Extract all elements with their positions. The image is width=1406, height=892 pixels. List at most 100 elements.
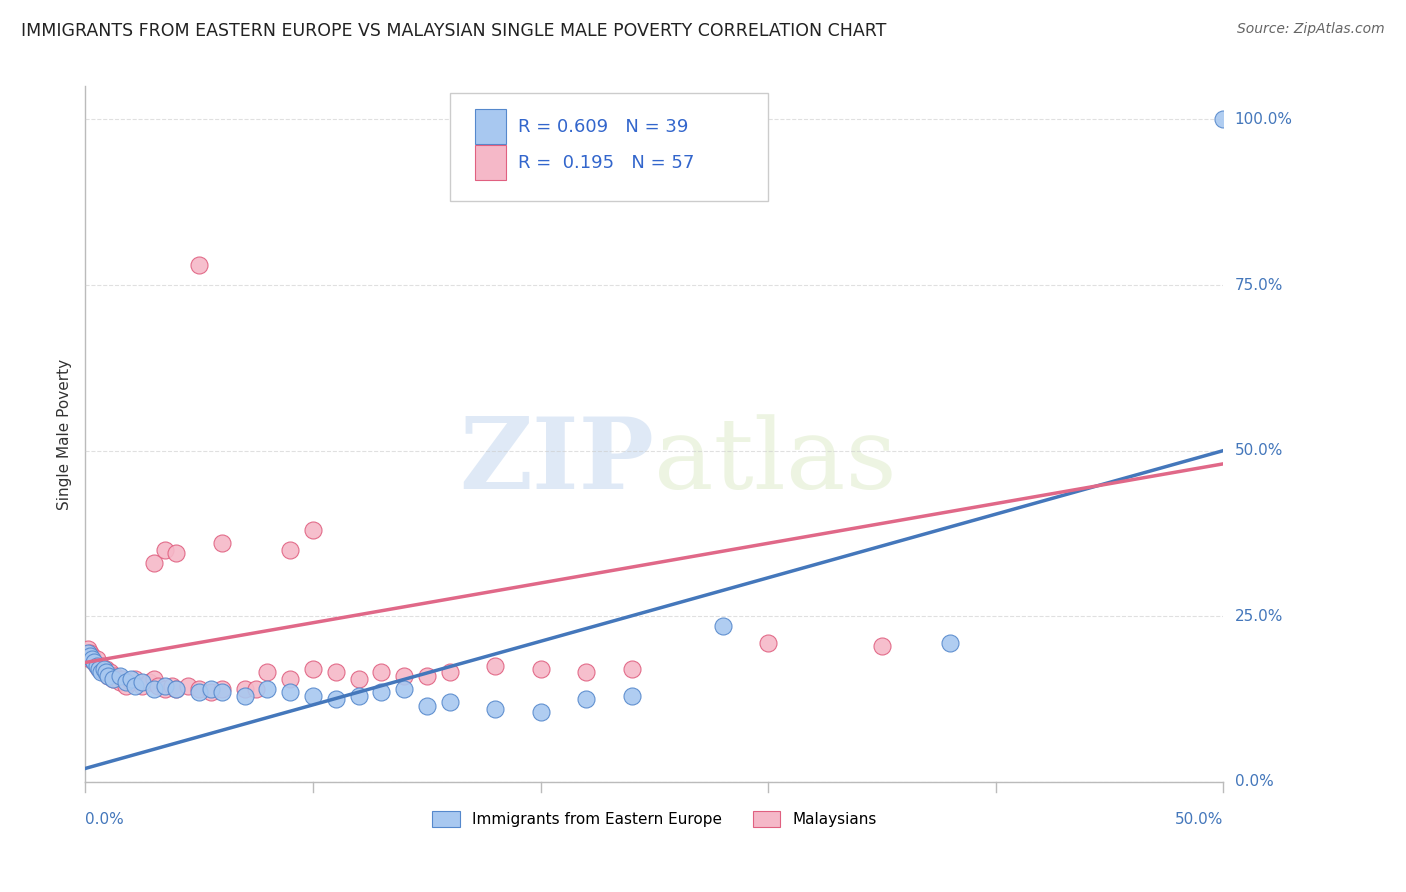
Point: [108, 669, 131, 683]
Point: [86, 658, 108, 673]
Point: [439, 695, 461, 709]
Point: [90, 665, 112, 680]
Point: [76, 642, 98, 657]
Point: [530, 662, 553, 676]
Point: [86, 658, 108, 673]
Text: R =  0.195   N = 57: R = 0.195 N = 57: [517, 153, 695, 172]
Point: [94, 662, 117, 676]
Point: [79, 648, 101, 663]
Point: [153, 542, 176, 557]
Point: [148, 679, 170, 693]
Point: [79, 652, 101, 666]
Point: [97, 669, 120, 683]
Text: 75.0%: 75.0%: [1234, 277, 1282, 293]
Point: [278, 685, 301, 699]
Text: Source: ZipAtlas.com: Source: ZipAtlas.com: [1237, 22, 1385, 37]
Point: [211, 536, 233, 550]
Point: [370, 665, 392, 680]
Point: [160, 679, 183, 693]
Text: 0.0%: 0.0%: [1234, 774, 1274, 789]
Point: [245, 681, 267, 696]
Text: 100.0%: 100.0%: [1234, 112, 1292, 127]
Point: [82, 652, 104, 666]
Text: ZIP: ZIP: [460, 413, 654, 510]
Point: [233, 689, 256, 703]
Point: [101, 672, 124, 686]
Point: [94, 665, 117, 680]
Point: [101, 672, 124, 686]
Point: [278, 542, 301, 557]
Point: [392, 681, 415, 696]
Point: [87, 662, 110, 676]
Point: [256, 665, 278, 680]
FancyBboxPatch shape: [450, 94, 768, 201]
Point: [131, 675, 153, 690]
Point: [939, 635, 962, 649]
Point: [120, 675, 142, 690]
Point: [111, 672, 134, 686]
Point: [124, 679, 146, 693]
Point: [104, 669, 127, 683]
Text: 50.0%: 50.0%: [1234, 443, 1282, 458]
Point: [484, 702, 506, 716]
Point: [165, 681, 187, 696]
Point: [76, 646, 98, 660]
Point: [484, 658, 506, 673]
Point: [82, 652, 104, 666]
FancyBboxPatch shape: [475, 110, 506, 145]
Point: [165, 546, 187, 560]
Point: [142, 556, 165, 570]
Point: [83, 656, 105, 670]
Point: [79, 646, 101, 660]
Point: [200, 685, 222, 699]
Point: [1212, 112, 1234, 127]
Point: [83, 656, 105, 670]
Point: [105, 672, 128, 686]
Point: [575, 692, 598, 706]
Point: [416, 698, 439, 713]
Point: [870, 639, 893, 653]
Text: IMMIGRANTS FROM EASTERN EUROPE VS MALAYSIAN SINGLE MALE POVERTY CORRELATION CHAR: IMMIGRANTS FROM EASTERN EUROPE VS MALAYS…: [21, 22, 886, 40]
Point: [188, 258, 211, 272]
Text: 25.0%: 25.0%: [1234, 608, 1282, 624]
Point: [97, 669, 120, 683]
Point: [93, 662, 115, 676]
Text: atlas: atlas: [654, 414, 897, 509]
Point: [131, 679, 153, 693]
Point: [302, 689, 325, 703]
Point: [142, 681, 165, 696]
Point: [86, 652, 108, 666]
Point: [188, 685, 211, 699]
Text: 50.0%: 50.0%: [1175, 813, 1223, 827]
Point: [347, 689, 370, 703]
Point: [211, 685, 233, 699]
Point: [256, 681, 278, 696]
Point: [370, 685, 392, 699]
Point: [100, 665, 122, 680]
Point: [620, 689, 643, 703]
Point: [575, 665, 598, 680]
Point: [124, 672, 146, 686]
Point: [211, 681, 233, 696]
Point: [177, 679, 200, 693]
Point: [153, 679, 176, 693]
Point: [711, 619, 734, 633]
Text: R = 0.609   N = 39: R = 0.609 N = 39: [517, 118, 688, 136]
Point: [93, 665, 115, 680]
Point: [620, 662, 643, 676]
Point: [325, 692, 347, 706]
Text: 0.0%: 0.0%: [86, 813, 124, 827]
Point: [278, 672, 301, 686]
Point: [756, 635, 779, 649]
FancyBboxPatch shape: [475, 145, 506, 180]
Point: [90, 658, 112, 673]
Point: [138, 675, 160, 690]
Point: [165, 681, 187, 696]
Point: [530, 705, 553, 719]
Point: [439, 665, 461, 680]
Point: [142, 672, 165, 686]
Point: [153, 681, 176, 696]
Point: [82, 648, 104, 663]
Point: [302, 662, 325, 676]
Point: [302, 523, 325, 537]
